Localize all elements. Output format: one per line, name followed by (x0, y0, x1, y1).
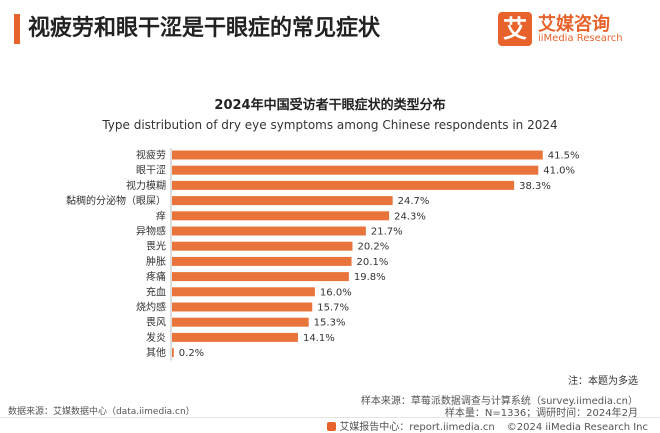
value-label: 0.2% (179, 348, 204, 359)
bar (172, 211, 390, 221)
chart-subtitle: Type distribution of dry eye symptoms am… (102, 118, 558, 132)
bar (172, 348, 174, 358)
value-label: 41.5% (548, 151, 580, 162)
value-label: 19.8% (354, 272, 386, 283)
category-label: 视疲劳 (136, 149, 166, 162)
category-label: 发炎 (146, 331, 166, 344)
value-label: 20.2% (357, 242, 389, 253)
footer-report-center: 艾媒报告中心：report.iimedia.cn (339, 422, 495, 433)
value-label: 21.7% (371, 227, 403, 238)
title-accent-bar (14, 14, 20, 44)
category-label: 烧灼感 (136, 301, 166, 314)
bar (172, 302, 313, 312)
value-label: 38.3% (519, 181, 551, 192)
page-title: 视疲劳和眼干涩是干眼症的常见症状 (28, 16, 381, 41)
footer-logo-icon (327, 422, 337, 431)
data-source: 数据来源：艾媒数据中心（data.iimedia.cn） (8, 407, 195, 417)
category-label: 其他 (146, 346, 166, 359)
category-label: 黏稠的分泌物（眼屎） (66, 194, 166, 207)
bar (172, 287, 315, 297)
brand-name: 艾媒咨询 (538, 14, 610, 35)
value-label: 24.7% (398, 196, 430, 207)
bar (172, 256, 352, 266)
bar (172, 272, 349, 282)
category-label: 充血 (146, 285, 166, 298)
multi-select-note: 注：本题为多选 (568, 376, 638, 387)
footer-divider (0, 417, 660, 418)
category-label: 肿胀 (146, 255, 166, 268)
footer: 艾媒报告中心：report.iimedia.cn ©2024 iiMedia Re… (327, 418, 648, 433)
sample-source: 样本来源：草莓派数据调查与计算系统（survey.iimedia.cn） (360, 396, 638, 407)
bar (172, 196, 393, 206)
chart-title: 2024年中国受访者干眼症状的类型分布 (214, 98, 446, 113)
category-label: 视力模糊 (126, 179, 166, 192)
value-label: 24.3% (394, 211, 426, 222)
bar-chart: 视疲劳 41.5% 眼干涩 41.0% 视力模糊 38.3% 黏稠的分泌物（眼屎） 24.7%… (66, 148, 580, 361)
category-label: 痒 (156, 209, 166, 222)
value-label: 14.1% (303, 333, 335, 344)
value-label: 15.7% (317, 303, 349, 314)
sample-info: 样本量：N=1336；调研时间：2024年2月 (444, 408, 638, 419)
value-label: 41.0% (543, 166, 575, 177)
value-label: 15.3% (314, 318, 346, 329)
bar (172, 150, 543, 160)
bar (172, 165, 539, 175)
bar (172, 332, 298, 342)
category-label: 异物感 (136, 225, 166, 238)
value-label: 20.1% (357, 257, 389, 268)
bar (172, 226, 366, 236)
category-label: 畏风 (146, 317, 166, 329)
footer-copyright: ©2024 iiMedia Research Inc (506, 422, 648, 433)
brand-logo: 艾 艾媒咨询 iiMedia Research (498, 10, 648, 50)
brand-logo-mark: 艾 (498, 12, 532, 46)
category-label: 疼痛 (146, 270, 166, 283)
bar (172, 241, 353, 251)
category-label: 眼干涩 (136, 165, 166, 177)
category-label: 畏光 (146, 240, 166, 253)
brand-sub: iiMedia Research (538, 33, 623, 44)
bar (172, 180, 515, 190)
value-label: 16.0% (320, 287, 352, 298)
bar (172, 317, 309, 327)
